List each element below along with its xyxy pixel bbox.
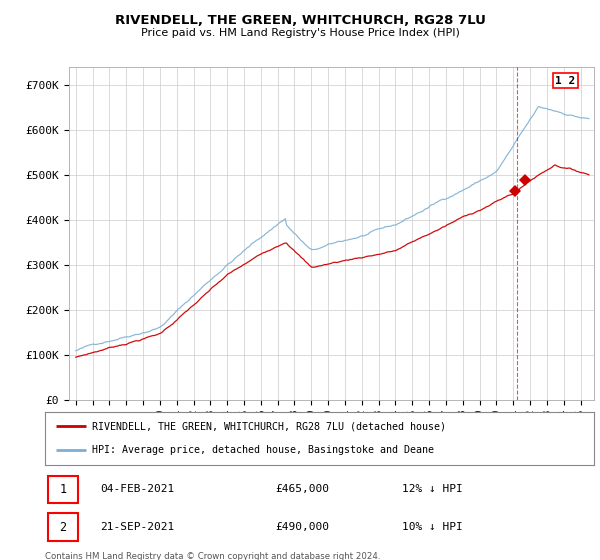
Text: 1: 1 xyxy=(59,483,67,496)
Text: 12% ↓ HPI: 12% ↓ HPI xyxy=(402,484,463,494)
Text: HPI: Average price, detached house, Basingstoke and Deane: HPI: Average price, detached house, Basi… xyxy=(92,445,434,455)
Text: RIVENDELL, THE GREEN, WHITCHURCH, RG28 7LU (detached house): RIVENDELL, THE GREEN, WHITCHURCH, RG28 7… xyxy=(92,422,446,432)
Text: £490,000: £490,000 xyxy=(275,522,329,532)
Text: 21-SEP-2021: 21-SEP-2021 xyxy=(100,522,174,532)
FancyBboxPatch shape xyxy=(48,514,78,541)
Text: RIVENDELL, THE GREEN, WHITCHURCH, RG28 7LU: RIVENDELL, THE GREEN, WHITCHURCH, RG28 7… xyxy=(115,14,485,27)
Text: £465,000: £465,000 xyxy=(275,484,329,494)
Text: Price paid vs. HM Land Registry's House Price Index (HPI): Price paid vs. HM Land Registry's House … xyxy=(140,28,460,38)
Text: 10% ↓ HPI: 10% ↓ HPI xyxy=(402,522,463,532)
Text: 04-FEB-2021: 04-FEB-2021 xyxy=(100,484,174,494)
FancyBboxPatch shape xyxy=(48,475,78,503)
Text: 1 2: 1 2 xyxy=(556,76,575,86)
Text: 2: 2 xyxy=(59,521,67,534)
Text: Contains HM Land Registry data © Crown copyright and database right 2024.
This d: Contains HM Land Registry data © Crown c… xyxy=(45,552,380,560)
